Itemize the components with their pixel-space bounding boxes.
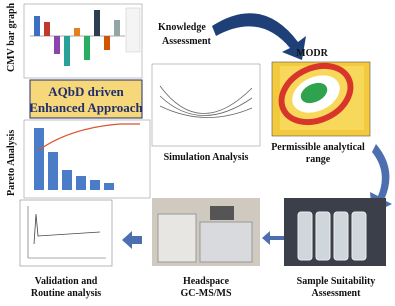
cmv-chart xyxy=(24,4,142,78)
sample-line: Sample Suitability xyxy=(297,276,376,287)
modr-label: MODR xyxy=(296,48,328,59)
headspace-line: GC-MS/MS xyxy=(180,288,232,299)
modr-plot xyxy=(272,55,370,136)
cmv-label: CMV bar graph xyxy=(6,2,17,72)
permissible-line: range xyxy=(306,154,331,165)
flow-arrow xyxy=(212,13,306,60)
knowledge-line: Knowledge xyxy=(158,22,206,33)
flow-arrow xyxy=(262,231,284,245)
aqbd-line: AQbD driven xyxy=(48,84,124,99)
knowledge-line: Assessment xyxy=(162,36,212,47)
aqbd-line: Enhanced Approach xyxy=(29,100,143,115)
validation-chart xyxy=(20,200,112,266)
permissible-line: Permissible analytical xyxy=(271,142,365,153)
sample-photo xyxy=(284,198,386,266)
validation-line: Routine analysis xyxy=(31,288,101,299)
sample-line: Assessment xyxy=(312,288,362,299)
pareto-chart xyxy=(24,120,150,198)
simulation-label: Simulation Analysis xyxy=(164,152,249,163)
validation-line: Validation and xyxy=(35,276,98,287)
flow-arrow xyxy=(122,231,142,249)
graphical-abstract: CMV bar graph AQbD driven Enhanced Appro… xyxy=(0,0,395,306)
simulation-chart xyxy=(152,64,260,146)
headspace-line: Headspace xyxy=(183,276,230,287)
pareto-label: Pareto Analysis xyxy=(6,130,17,196)
instrument-photo xyxy=(152,198,260,266)
